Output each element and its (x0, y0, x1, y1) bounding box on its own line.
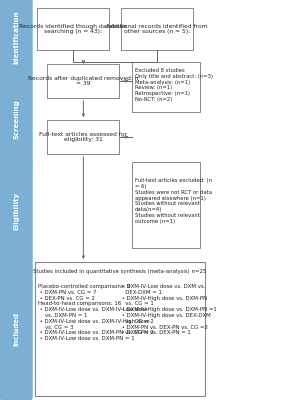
FancyBboxPatch shape (132, 62, 200, 112)
FancyBboxPatch shape (0, 159, 33, 263)
Text: Additional records identified from
other sources (n = 5):: Additional records identified from other… (106, 24, 208, 34)
Text: Records identified though database
searching (n = 43):: Records identified though database searc… (19, 24, 126, 34)
Text: Excluded 8 studies
Only title and abstract: (n=3)
Meta-analysis: (n=1)
Review: (: Excluded 8 studies Only title and abstra… (135, 68, 213, 102)
FancyBboxPatch shape (35, 262, 205, 396)
FancyBboxPatch shape (37, 8, 109, 50)
Text: Screening: Screening (13, 99, 19, 139)
FancyBboxPatch shape (132, 162, 200, 248)
Text: Full-text articles assessed for
eligibility: 31: Full-text articles assessed for eligibil… (39, 132, 127, 142)
Text: Included: Included (13, 312, 19, 346)
FancyBboxPatch shape (0, 71, 33, 167)
Text: Full-text articles excluded: (n
= 6)
Studies were not RCT or data
appeared elsew: Full-text articles excluded: (n = 6) Stu… (135, 178, 212, 224)
Text: Records after duplicated removed: n
= 39: Records after duplicated removed: n = 39 (28, 76, 139, 86)
FancyBboxPatch shape (0, 257, 33, 400)
Text: • DXM-IV-Low dose vs. DXM vs.
   DEX-DXM = 1
 • DXM-IV-High dose vs. DXM-PN
   v: • DXM-IV-Low dose vs. DXM vs. DEX-DXM = … (120, 284, 217, 335)
Text: Identification: Identification (13, 10, 19, 64)
FancyBboxPatch shape (47, 120, 119, 154)
FancyBboxPatch shape (47, 64, 119, 98)
FancyBboxPatch shape (121, 8, 193, 50)
Text: Eligibility: Eligibility (13, 192, 19, 230)
Text: Placebo-controlled comparisons: 9
 • DXM-PN vs. CG = 7
 • DEX-PN vs. CG = 2
Head: Placebo-controlled comparisons: 9 • DXM-… (38, 284, 154, 341)
FancyBboxPatch shape (0, 0, 33, 77)
Text: Studies included in quantitative synthesis (meta-analysis) n=25: Studies included in quantitative synthes… (33, 270, 207, 274)
